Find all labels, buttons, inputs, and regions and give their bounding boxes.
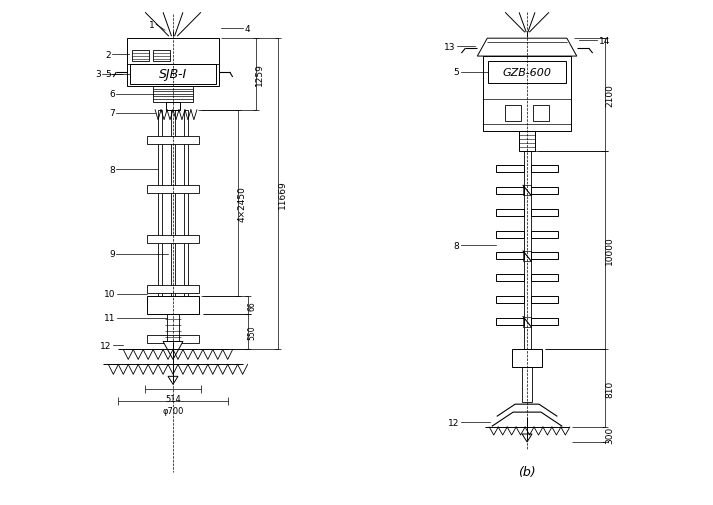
Bar	[158, 111, 163, 305]
Text: 13: 13	[444, 42, 456, 52]
Text: 5: 5	[106, 70, 111, 79]
Text: 1259: 1259	[255, 64, 264, 86]
Bar	[166, 103, 180, 111]
Text: 10000: 10000	[605, 236, 614, 265]
Bar	[533, 106, 549, 122]
Text: 3: 3	[96, 70, 101, 79]
Text: SJB-Ⅰ: SJB-Ⅰ	[159, 68, 187, 81]
Bar	[523, 317, 531, 327]
Bar	[184, 111, 188, 305]
Text: 300: 300	[605, 426, 614, 443]
Bar	[523, 251, 531, 262]
Bar	[147, 186, 199, 194]
Bar	[530, 253, 558, 260]
Text: 810: 810	[605, 380, 614, 397]
Bar	[530, 231, 558, 238]
Bar	[522, 368, 532, 402]
Bar	[153, 87, 193, 103]
Bar	[512, 350, 542, 368]
Bar	[496, 210, 523, 216]
Bar	[530, 166, 558, 173]
Bar	[523, 186, 531, 196]
Text: 6: 6	[110, 90, 116, 99]
Bar	[147, 335, 199, 343]
Text: 1: 1	[149, 21, 155, 30]
Bar	[147, 296, 199, 314]
Text: 8: 8	[453, 241, 459, 250]
Text: 550: 550	[247, 325, 256, 339]
Bar	[530, 296, 558, 304]
Bar	[496, 296, 523, 304]
Bar	[147, 236, 199, 243]
Bar	[519, 131, 535, 152]
Text: 12: 12	[448, 418, 459, 427]
Bar	[130, 65, 216, 85]
Bar	[530, 210, 558, 216]
Bar	[496, 166, 523, 173]
Bar	[483, 57, 571, 131]
Text: 11: 11	[104, 314, 116, 323]
Polygon shape	[522, 434, 532, 442]
Bar	[127, 39, 219, 87]
Text: (b): (b)	[518, 466, 536, 478]
Bar	[496, 275, 523, 282]
Bar	[530, 275, 558, 282]
Bar	[506, 106, 521, 122]
Text: 4×2450: 4×2450	[237, 185, 246, 221]
Bar	[153, 51, 170, 62]
Bar	[530, 187, 558, 194]
Text: 5: 5	[453, 68, 459, 77]
Bar	[488, 62, 566, 84]
Text: 7: 7	[110, 109, 116, 118]
Polygon shape	[163, 342, 183, 360]
Text: 514: 514	[165, 394, 181, 403]
Bar	[523, 152, 530, 350]
Bar	[147, 136, 199, 144]
Polygon shape	[477, 39, 577, 57]
Bar	[132, 51, 149, 62]
Bar	[167, 314, 179, 342]
Text: 8: 8	[110, 166, 116, 175]
Text: 66: 66	[247, 300, 256, 310]
Bar	[530, 319, 558, 325]
Text: 4: 4	[245, 25, 250, 34]
Bar	[496, 253, 523, 260]
Text: 14: 14	[599, 36, 610, 45]
Bar	[171, 111, 175, 305]
Text: 2100: 2100	[605, 84, 614, 107]
Text: GZB-600: GZB-600	[503, 68, 552, 78]
Bar	[496, 319, 523, 325]
Text: 9: 9	[110, 250, 116, 259]
Bar	[147, 285, 199, 293]
Text: 12: 12	[100, 341, 111, 350]
Text: φ700: φ700	[163, 407, 184, 415]
Polygon shape	[168, 377, 178, 384]
Text: 2: 2	[106, 50, 111, 60]
Bar	[496, 187, 523, 194]
Text: 11669: 11669	[278, 180, 287, 209]
Bar	[496, 231, 523, 238]
Text: 10: 10	[104, 290, 116, 298]
